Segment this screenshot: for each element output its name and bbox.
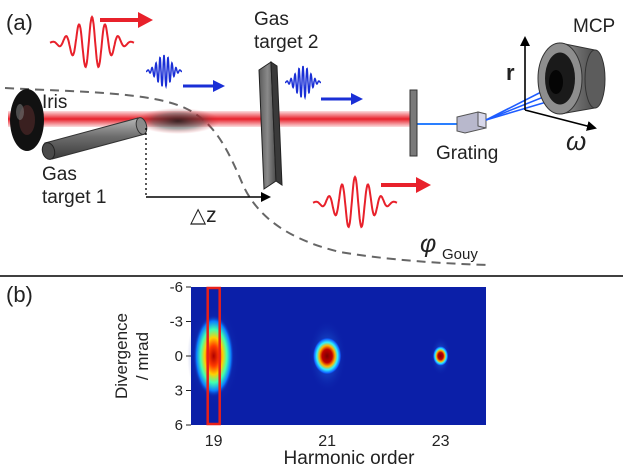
x-ticks: 19 21 23 [205, 433, 450, 450]
x-tick-label: 21 [318, 433, 336, 450]
gas-target-1-label-line2: target 1 [42, 187, 106, 208]
gas-target-2 [258, 61, 283, 190]
grating [456, 111, 487, 134]
panel-a: (a) Iris Gas target 1 △z Gas [4, 9, 615, 266]
detector-axes [520, 36, 597, 131]
drive-pulse-top [49, 12, 153, 69]
mcp-label: MCP [573, 16, 615, 37]
delta-z-label: △z [190, 204, 217, 227]
gas-target-2-label-line2: target 2 [254, 32, 318, 53]
gas-target-2-label-line1: Gas [254, 9, 289, 30]
xuv-pulse-2 [284, 65, 363, 105]
y-ticks: -6 -3 0 3 6 [170, 279, 191, 434]
gas-target-1-label-line1: Gas [42, 164, 77, 185]
highlight-box [206, 286, 221, 426]
y-axis-label-line1: Divergence [112, 313, 131, 399]
harmonic-spots [187, 305, 451, 407]
x-tick-label: 19 [205, 433, 223, 450]
harmonic-spot-19 [187, 305, 241, 407]
iris-label: Iris [42, 92, 67, 113]
panel-b: (b) -6 -3 0 3 6 19 21 23 Harmonic order Diverg… [6, 279, 486, 465]
y-tick-label: 0 [175, 348, 183, 365]
axis-omega-label: ω [566, 126, 586, 156]
x-axis-label: Harmonic order [284, 448, 416, 465]
xuv-pulse-1 [145, 54, 225, 92]
x-tick-label: 23 [432, 433, 450, 450]
iris [10, 89, 44, 151]
gouy-subscript: Gouy [442, 246, 478, 263]
grating-label: Grating [436, 143, 498, 164]
y-tick-label: 3 [175, 383, 183, 400]
y-tick-label: 6 [175, 417, 183, 434]
y-tick-label: -3 [170, 314, 183, 331]
panel-b-label: (b) [6, 282, 33, 307]
gas-target-1 [41, 117, 148, 160]
y-axis-label-line2: / mrad [133, 332, 152, 380]
harmonic-spot-23 [430, 336, 451, 376]
gouy-symbol: φ [420, 230, 436, 258]
y-tick-label: -6 [170, 279, 183, 296]
drive-pulse-bottom [312, 175, 431, 229]
focus-spot [136, 108, 220, 134]
harmonic-spot-21 [308, 319, 347, 393]
mcp-detector [537, 42, 606, 115]
gouy-phase-curve [4, 87, 489, 266]
axis-r-label: r [506, 60, 515, 85]
panel-a-label: (a) [6, 10, 33, 35]
filter-plate [409, 89, 418, 157]
